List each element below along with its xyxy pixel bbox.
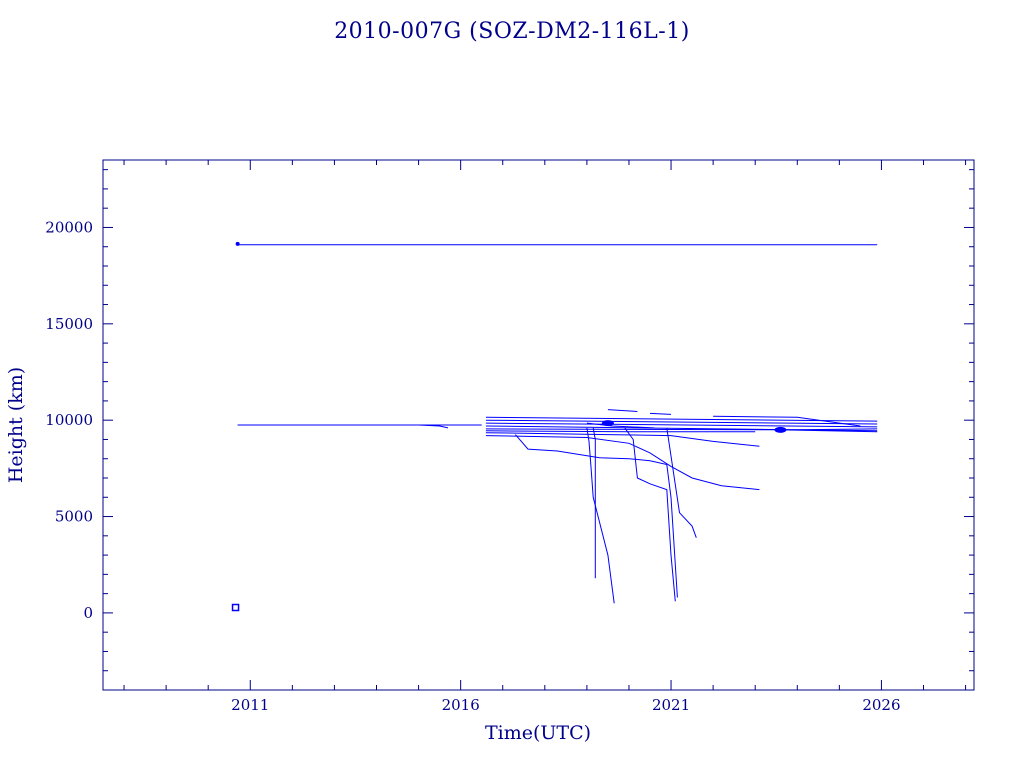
series-line-6 — [485, 422, 878, 428]
series-line-9 — [485, 430, 756, 433]
y-tick-label: 10000 — [45, 411, 93, 429]
series-line-10 — [485, 432, 760, 447]
series-line-8 — [485, 428, 878, 431]
series-line-11 — [485, 435, 760, 491]
marker-group — [231, 241, 787, 612]
series-line-20 — [586, 422, 655, 429]
x-tick-label: 2026 — [862, 696, 900, 714]
y-tick-label: 5000 — [55, 508, 93, 526]
y-axis: 0 5000 10000 15000 20000 — [45, 169, 974, 672]
data-marker-4 — [774, 426, 787, 433]
series-line-12 — [515, 434, 678, 598]
data-marker-1 — [235, 241, 240, 246]
series-line-14 — [592, 427, 596, 579]
series-line-13 — [586, 427, 615, 604]
series-line-3 — [418, 424, 449, 429]
x-tick-label: 2021 — [652, 696, 690, 714]
y-axis-label: Height (km) — [5, 367, 27, 483]
series-line-5 — [485, 419, 878, 425]
series-line-4 — [485, 416, 878, 422]
y-tick-label: 20000 — [45, 218, 93, 236]
y-tick-label: 0 — [83, 604, 93, 622]
series-line-15 — [624, 427, 676, 602]
x-tick-label: 2016 — [442, 696, 480, 714]
chart-title: 2010-007G (SOZ-DM2-116L-1) — [334, 19, 690, 44]
series-group — [237, 244, 878, 604]
x-axis: 2011 2016 2021 2026 — [123, 160, 967, 714]
plot-frame — [102, 159, 975, 691]
x-axis-label: Time(UTC) — [485, 722, 591, 744]
x-tick-label: 2011 — [231, 696, 269, 714]
y-tick-label: 15000 — [45, 315, 93, 333]
series-line-16 — [666, 427, 697, 538]
series-line-19 — [713, 415, 861, 427]
data-marker-3 — [601, 420, 614, 427]
series-line-17 — [607, 409, 638, 412]
series-line-18 — [649, 412, 672, 415]
series-line-21 — [776, 429, 878, 433]
data-marker-2 — [231, 603, 240, 612]
